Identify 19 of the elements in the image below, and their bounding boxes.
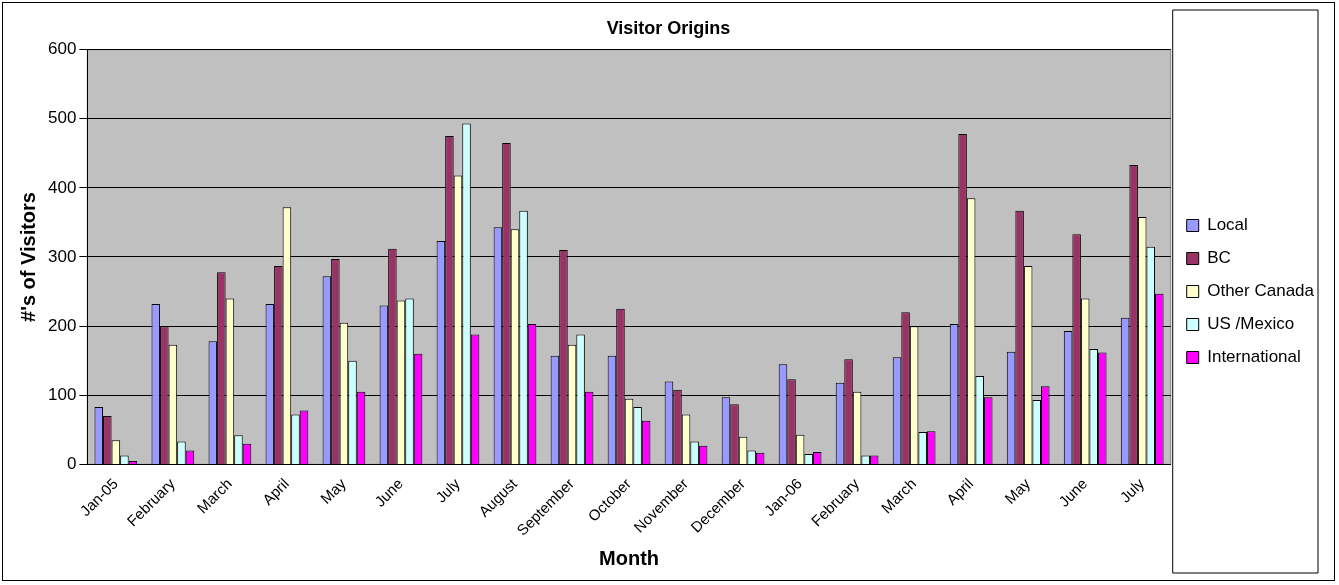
y-tick-label: 500	[47, 108, 77, 128]
x-tick-label: May	[316, 474, 350, 507]
legend-label: Other Canada	[1207, 281, 1315, 301]
legend-label: Local	[1207, 215, 1248, 235]
x-tick-label: July	[1116, 474, 1148, 506]
y-tick-label: 600	[47, 39, 77, 59]
y-tick-label: 400	[47, 177, 77, 197]
legend-label: BC	[1207, 248, 1231, 268]
y-tick-label: 300	[47, 246, 77, 266]
legend-label: International	[1207, 347, 1301, 367]
x-axis-title: Month	[599, 546, 660, 569]
y-tick-label: 0	[66, 454, 77, 474]
chart-title: Visitor Origins	[606, 17, 731, 38]
x-tick-label: May	[1001, 474, 1034, 507]
y-tick-label: 100	[47, 384, 77, 404]
y-axis-title: #'s of Visitors	[16, 191, 39, 322]
y-tick-label: 200	[47, 315, 77, 335]
x-tick-label: July	[432, 474, 464, 506]
legend-label: US /Mexico	[1207, 314, 1295, 334]
